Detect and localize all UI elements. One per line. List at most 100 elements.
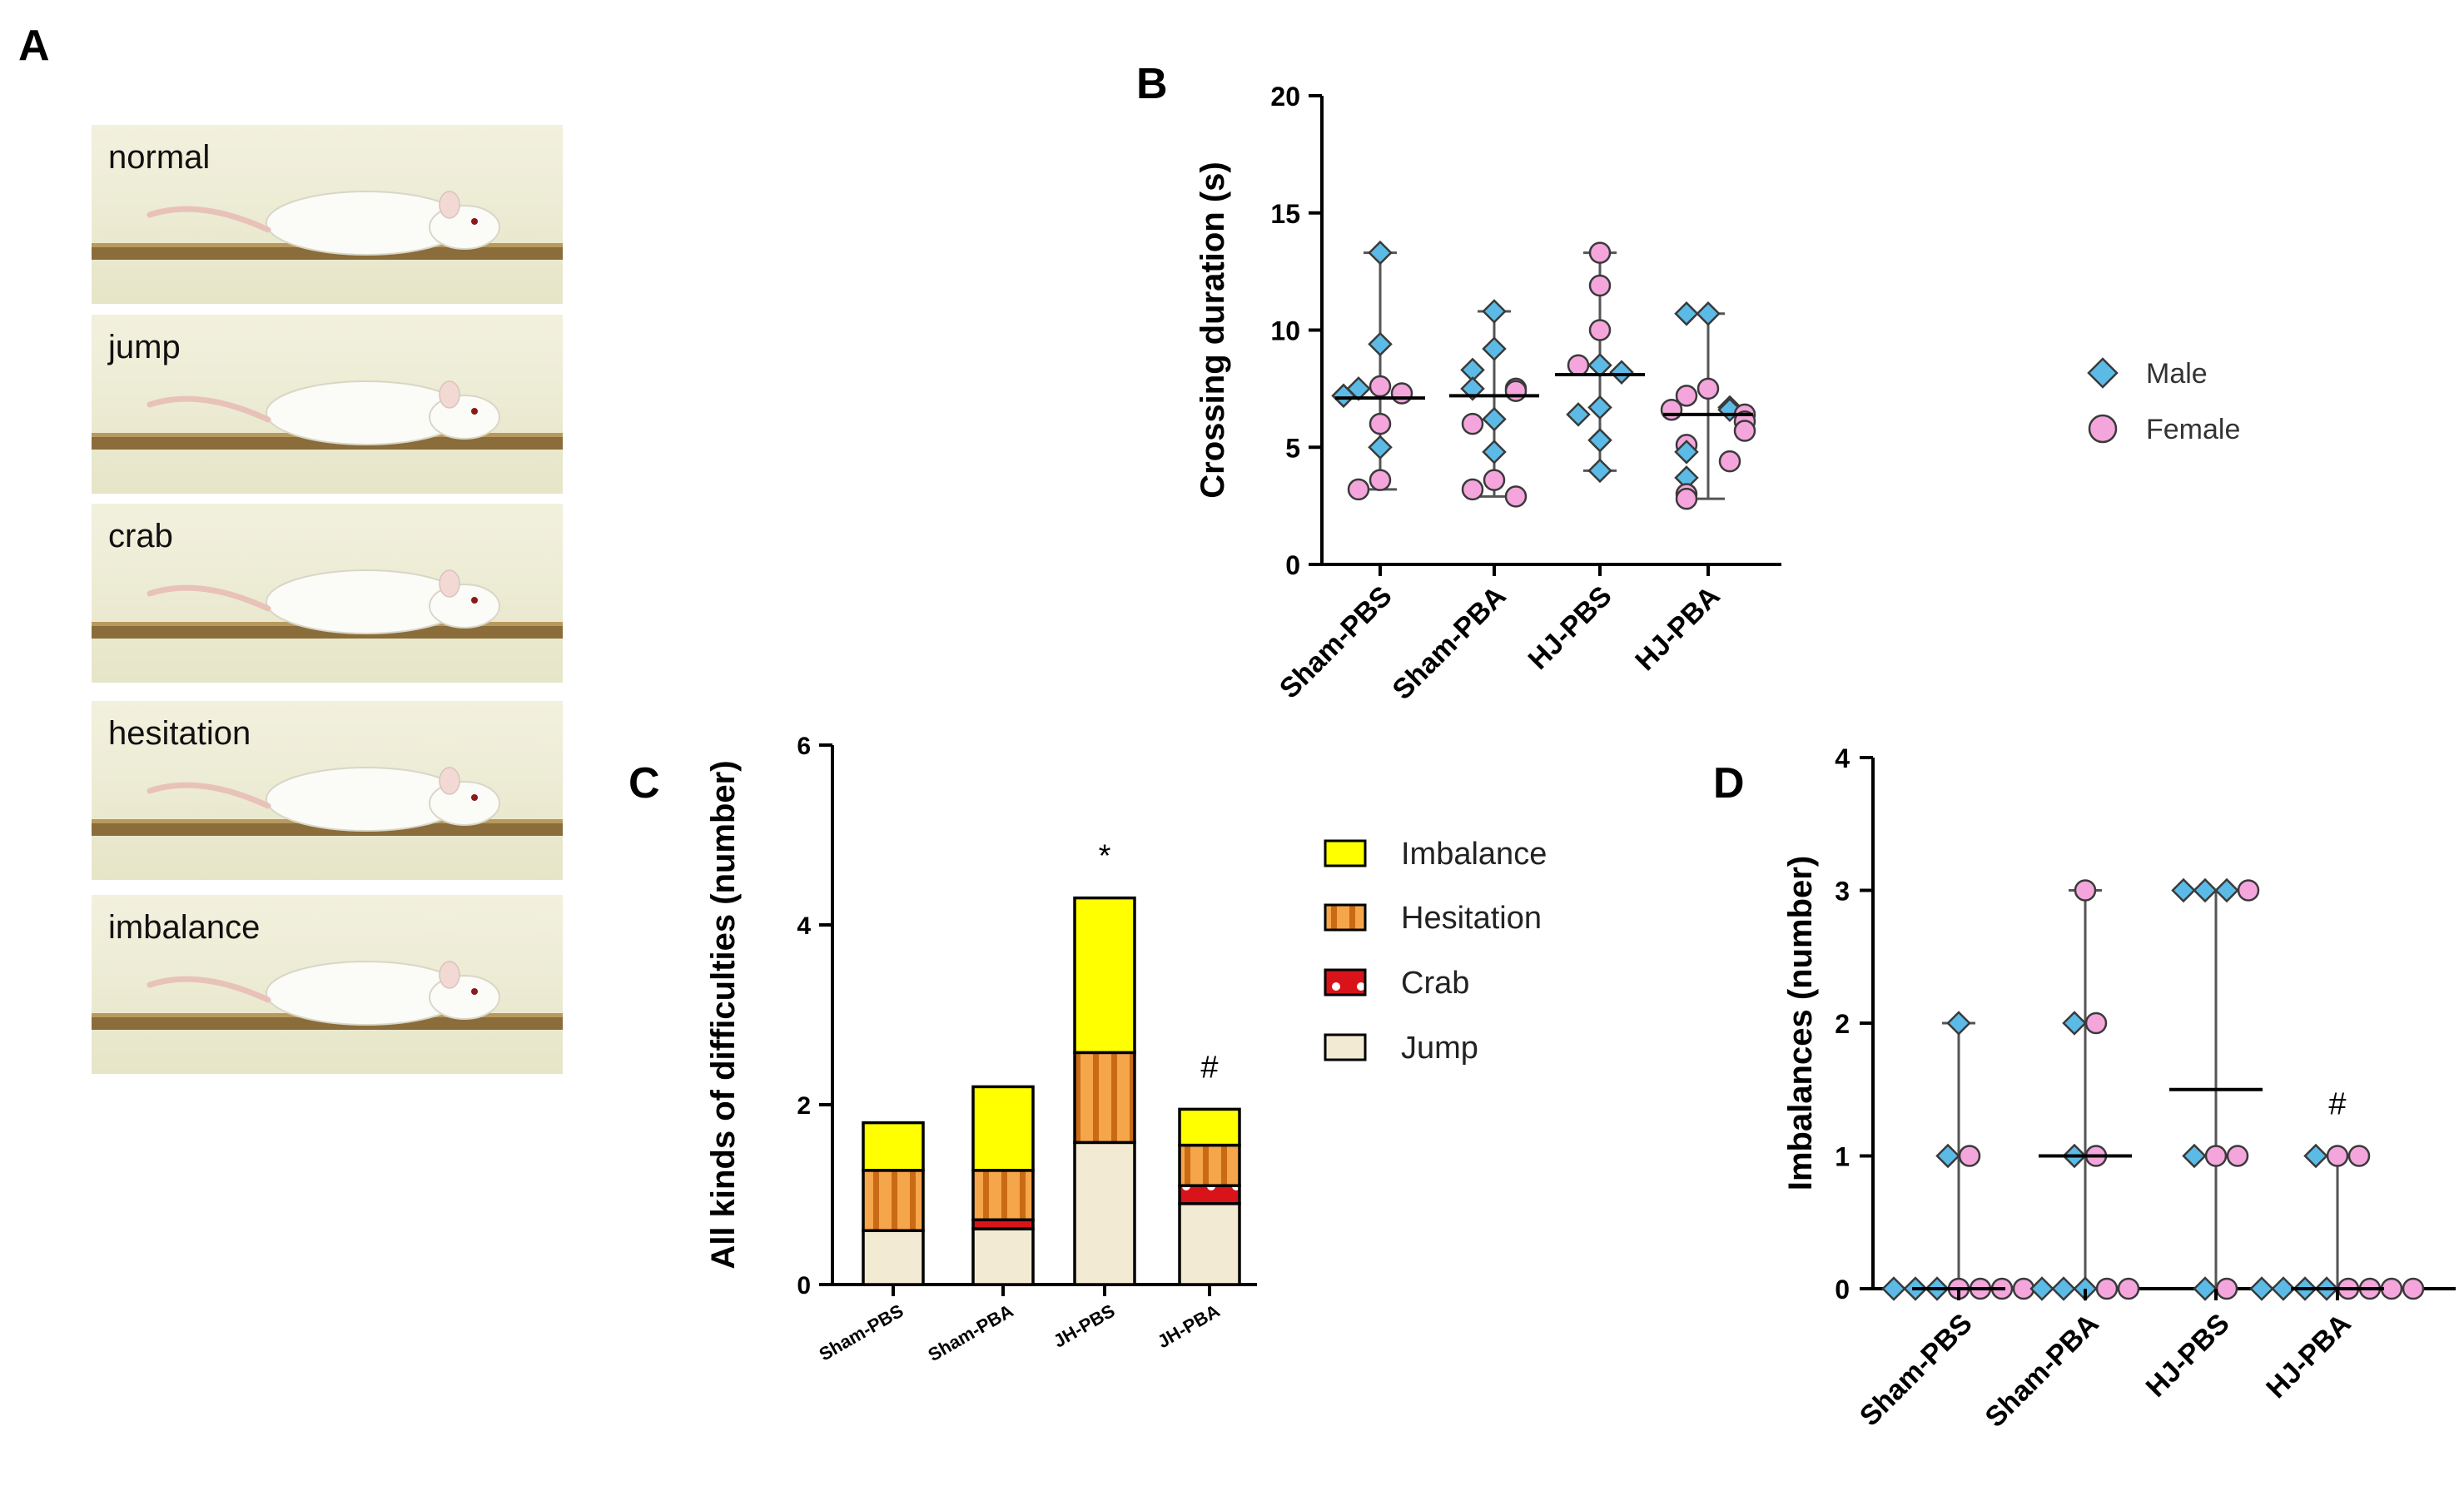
photo-label: hesitation (108, 715, 251, 752)
photo-1: jump (92, 315, 563, 494)
rat-head (429, 205, 500, 250)
female-point (1588, 319, 1612, 341)
y-tick-label: 4 (1835, 743, 1850, 773)
bar-segment-jump (862, 1229, 925, 1286)
female-point (1504, 380, 1528, 402)
male-point (1587, 395, 1612, 420)
rat-ear (439, 380, 460, 409)
legend-male-marker (2087, 357, 2119, 389)
male-point (2051, 1276, 2076, 1301)
male-point (2062, 1011, 2087, 1036)
x-tick-label: Sham-PBA (1387, 580, 1513, 706)
rat-head (429, 975, 500, 1020)
rat-ear (439, 961, 460, 989)
male-point (2193, 877, 2218, 903)
legend-label-crab: Crab (1401, 966, 1469, 1001)
significance-mark: * (1099, 839, 1111, 874)
x-tick-label: JH-PBS (1050, 1300, 1118, 1352)
y-tick-label: 2 (797, 1092, 811, 1120)
bar-segment-hesitation (862, 1169, 925, 1232)
rat-head (429, 584, 500, 629)
female-point (1369, 412, 1392, 435)
legend-female-label: Female (2146, 414, 2240, 445)
female-point (2074, 879, 2097, 902)
female-point (1390, 382, 1413, 405)
female-point (2347, 1145, 2371, 1167)
panel-label-b: B (1136, 60, 1168, 108)
photo-label: imbalance (108, 909, 260, 946)
female-point (1369, 375, 1392, 398)
photo-label: crab (108, 518, 173, 554)
male-point (2029, 1276, 2054, 1301)
rat-eye (471, 408, 478, 415)
photo-label: jump (107, 329, 181, 365)
female-point (2237, 879, 2260, 902)
male-point (1482, 336, 1507, 361)
female-point (1483, 469, 1506, 491)
female-point (2226, 1145, 2249, 1167)
female-point (1347, 478, 1370, 501)
female-point (1958, 1145, 1981, 1167)
rat-ear (439, 191, 460, 219)
male-point (2303, 1143, 2328, 1169)
male-point (2171, 877, 2196, 903)
female-point (2084, 1011, 2108, 1035)
female-point (2326, 1145, 2349, 1167)
bar-segment-imbalance (1178, 1107, 1241, 1147)
female-point (1718, 450, 1741, 473)
male-point (1482, 406, 1507, 432)
y-tick-label: 0 (1285, 550, 1300, 580)
male-point (1331, 383, 1356, 409)
y-tick-label: 15 (1270, 199, 1300, 229)
male-point (2249, 1276, 2274, 1301)
x-tick-label: JH-PBA (1154, 1300, 1224, 1353)
bar-segment-imbalance (1073, 896, 1136, 1055)
male-point (1587, 428, 1612, 453)
rat-head (429, 781, 500, 826)
bar-segment-hesitation (1073, 1051, 1136, 1145)
bar-segment-jump (971, 1227, 1035, 1286)
panel-label-d: D (1713, 759, 1745, 808)
panel-label-c: C (628, 759, 660, 808)
male-point (1587, 458, 1612, 484)
female-point (2204, 1145, 2228, 1167)
female-point (1675, 487, 1698, 510)
x-tick-label: Sham-PBS (1854, 1308, 1979, 1433)
y-tick-label: 0 (1835, 1275, 1850, 1305)
female-point (1733, 420, 1756, 442)
legend-swatch-hesitation (1324, 903, 1367, 932)
female-point (2402, 1277, 2425, 1300)
rat-tail (147, 395, 271, 423)
male-point (1674, 440, 1699, 465)
y-tick-label: 0 (797, 1272, 811, 1300)
bar-segment-imbalance (971, 1085, 1035, 1172)
significance-mark: # (1200, 1050, 1218, 1085)
male-point (1566, 402, 1591, 427)
x-tick-label: Sham-PBA (925, 1300, 1017, 1366)
female-point (1588, 241, 1612, 264)
female-point (1660, 398, 1683, 421)
legend-swatch-imbalance (1324, 839, 1367, 867)
rat-tail (147, 206, 271, 233)
male-point (1609, 360, 1634, 385)
x-tick-label: Sham-PBS (1274, 580, 1398, 705)
legend-swatch-jump (1324, 1033, 1367, 1061)
x-tick-label: Sham-PBS (816, 1300, 907, 1365)
rat-tail (147, 976, 271, 1003)
female-point (1567, 354, 1590, 376)
photo-0: normal (92, 125, 563, 304)
male-point (1587, 352, 1612, 378)
bar-segment-jump (1178, 1202, 1241, 1286)
y-tick-label: 1 (1835, 1142, 1850, 1172)
bar-segment-crab (1178, 1184, 1241, 1205)
x-tick-label: HJ-PBA (1629, 580, 1726, 677)
female-point (1675, 385, 1698, 407)
chart-b: 0 5 10 15 20 Crossing duration (s) Sham-PBSSha… (1195, 82, 2240, 706)
female-point (2380, 1277, 2403, 1300)
male-point (1935, 1143, 1960, 1169)
male-point (1946, 1011, 1971, 1036)
y-tick-label: 2 (1835, 1009, 1850, 1039)
male-point (2214, 877, 2239, 903)
y-axis-title: Imbalances (number) (1782, 856, 1819, 1190)
male-point (1696, 301, 1721, 326)
